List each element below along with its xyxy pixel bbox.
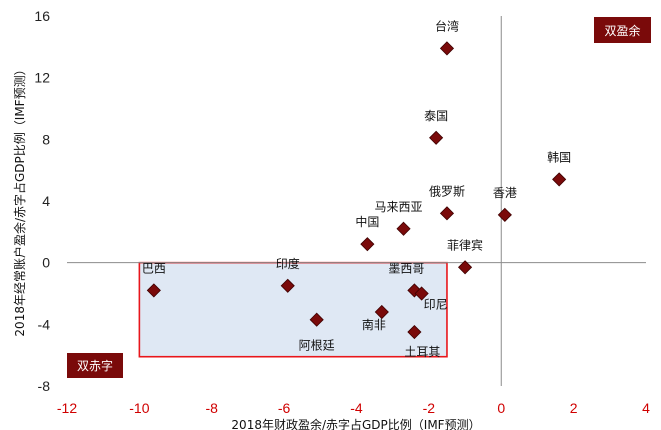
points bbox=[146, 41, 567, 340]
point-label: 墨西哥 bbox=[388, 261, 424, 275]
double-surplus-label: 双盈余 bbox=[604, 23, 640, 38]
scatter-point bbox=[396, 221, 411, 236]
point-label: 俄罗斯 bbox=[429, 184, 465, 198]
point-label: 马来西亚 bbox=[375, 200, 423, 214]
point-label: 印度 bbox=[276, 256, 300, 271]
scatter-point bbox=[146, 283, 161, 298]
y-tick-label: 8 bbox=[42, 131, 50, 147]
y-tick-label: 12 bbox=[34, 70, 50, 86]
x-tick-label: -2 bbox=[423, 400, 436, 416]
x-ticks: -12 -10 -8 -6 -4 -2 0 2 4 bbox=[57, 400, 650, 416]
scatter-point bbox=[414, 286, 429, 301]
deficit-region bbox=[138, 261, 448, 358]
y-tick-label: 4 bbox=[42, 193, 50, 209]
point-label: 台湾 bbox=[435, 18, 459, 33]
double-deficit-badge-bg bbox=[67, 353, 123, 378]
point-label: 巴西 bbox=[142, 261, 166, 275]
point-label: 韩国 bbox=[547, 149, 571, 164]
y-tick-label: -4 bbox=[38, 316, 51, 332]
scatter-point bbox=[407, 324, 422, 340]
y-axis-title: 2018年经常账户盈余/赤字占GDP比例（IMF预测） bbox=[12, 63, 27, 336]
x-tick-label: -10 bbox=[129, 400, 149, 416]
scatter-point bbox=[374, 304, 389, 320]
y-ticks: -8 -4 0 4 8 12 16 bbox=[34, 8, 50, 394]
y-tick-label: 16 bbox=[34, 8, 50, 24]
x-tick-label: -6 bbox=[278, 400, 291, 416]
point-label: 香港 bbox=[493, 186, 517, 200]
point-label: 中国 bbox=[355, 214, 379, 229]
scatter-point bbox=[439, 206, 455, 221]
scatter-point bbox=[552, 172, 567, 187]
scatter-point bbox=[497, 207, 512, 222]
scatter-point bbox=[309, 312, 324, 327]
point-label: 泰国 bbox=[424, 109, 448, 123]
scatter-point bbox=[457, 260, 473, 275]
double-deficit-label: 双赤字 bbox=[77, 358, 113, 373]
scatter-point bbox=[439, 41, 455, 56]
x-tick-label: -12 bbox=[57, 400, 77, 416]
y-tick-label: 0 bbox=[42, 255, 50, 271]
point-label: 印尼 bbox=[424, 298, 448, 312]
double-surplus-badge-bg bbox=[594, 17, 651, 43]
x-axis-title: 2018年财政盈余/赤字占GDP比例（IMF预测） bbox=[231, 417, 480, 430]
x-tick-label: 4 bbox=[642, 400, 650, 416]
double-deficit-badge: 双赤字 bbox=[67, 353, 123, 378]
point-label: 土耳其 bbox=[404, 345, 440, 359]
x-tick-label: -4 bbox=[350, 400, 363, 416]
point-label: 南非 bbox=[362, 317, 386, 332]
point-label: 菲律宾 bbox=[447, 237, 483, 252]
x-tick-label: 2 bbox=[570, 400, 578, 416]
x-tick-label: 0 bbox=[497, 400, 505, 416]
double-surplus-badge: 双盈余 bbox=[594, 17, 651, 43]
scatter-point bbox=[360, 237, 375, 252]
point-label: 阿根廷 bbox=[299, 339, 335, 353]
scatter-point bbox=[429, 130, 444, 145]
x-tick-label: -8 bbox=[206, 400, 219, 416]
y-tick-label: -8 bbox=[38, 378, 51, 394]
scatter-point bbox=[280, 278, 295, 293]
